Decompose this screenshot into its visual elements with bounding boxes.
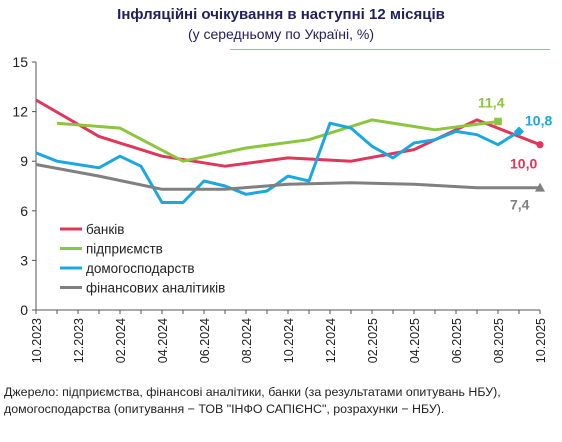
x-tick-label: 06.2024	[198, 318, 212, 363]
legend-label: фінансових аналітиків	[86, 281, 225, 296]
line-chart: 0 3 6 9 12 15 10.2023 12.2023 02.2024 04.2024 06.2…	[12, 54, 552, 363]
source-note: Джерело: підприємства, фінансові аналіти…	[4, 385, 501, 416]
legend-label: банків	[86, 222, 124, 237]
end-value-label: 10,0	[510, 156, 537, 172]
legend-label: підприємств	[86, 242, 163, 257]
x-tick-label: 10.2025	[534, 318, 548, 363]
y-tick-label: 0	[20, 302, 28, 318]
series-line-3	[35, 163, 540, 191]
y-tick-label: 3	[20, 252, 28, 268]
x-tick-label: 06.2025	[450, 318, 464, 363]
x-tick-label: 10.2024	[282, 318, 296, 363]
x-tick-label: 02.2024	[114, 318, 128, 363]
x-tick-label: 12.2024	[324, 318, 338, 363]
x-tick-label: 02.2025	[366, 318, 380, 363]
end-value-label: 7,4	[510, 197, 530, 213]
chart-subtitle: (у середньому по Україні, %)	[187, 26, 375, 42]
y-tick-label: 12	[12, 104, 28, 120]
series-line-1	[56, 118, 499, 163]
end-marker	[536, 141, 544, 149]
end-value-label: 10,8	[525, 112, 552, 128]
y-tick-label: 15	[12, 54, 28, 70]
x-tick-label: 08.2024	[240, 318, 254, 363]
x-tick-label: 04.2025	[408, 318, 422, 363]
y-tick-label: 9	[20, 153, 28, 169]
chart-title: Інфляційні очікування в наступні 12 міся…	[117, 6, 445, 23]
end-marker	[535, 182, 545, 192]
x-tick-label: 10.2023	[30, 318, 44, 363]
y-tick-label: 6	[20, 203, 28, 219]
x-tick-label: 08.2025	[492, 318, 506, 363]
end-value-label: 11,4	[478, 95, 505, 111]
x-tick-label: 12.2023	[72, 318, 86, 363]
end-marker	[494, 117, 502, 126]
legend-label: домогосподарств	[86, 261, 195, 276]
series-line-2	[35, 121, 520, 204]
title-divider	[230, 49, 550, 50]
x-tick-label: 04.2024	[156, 318, 170, 363]
end-marker	[514, 126, 524, 137]
